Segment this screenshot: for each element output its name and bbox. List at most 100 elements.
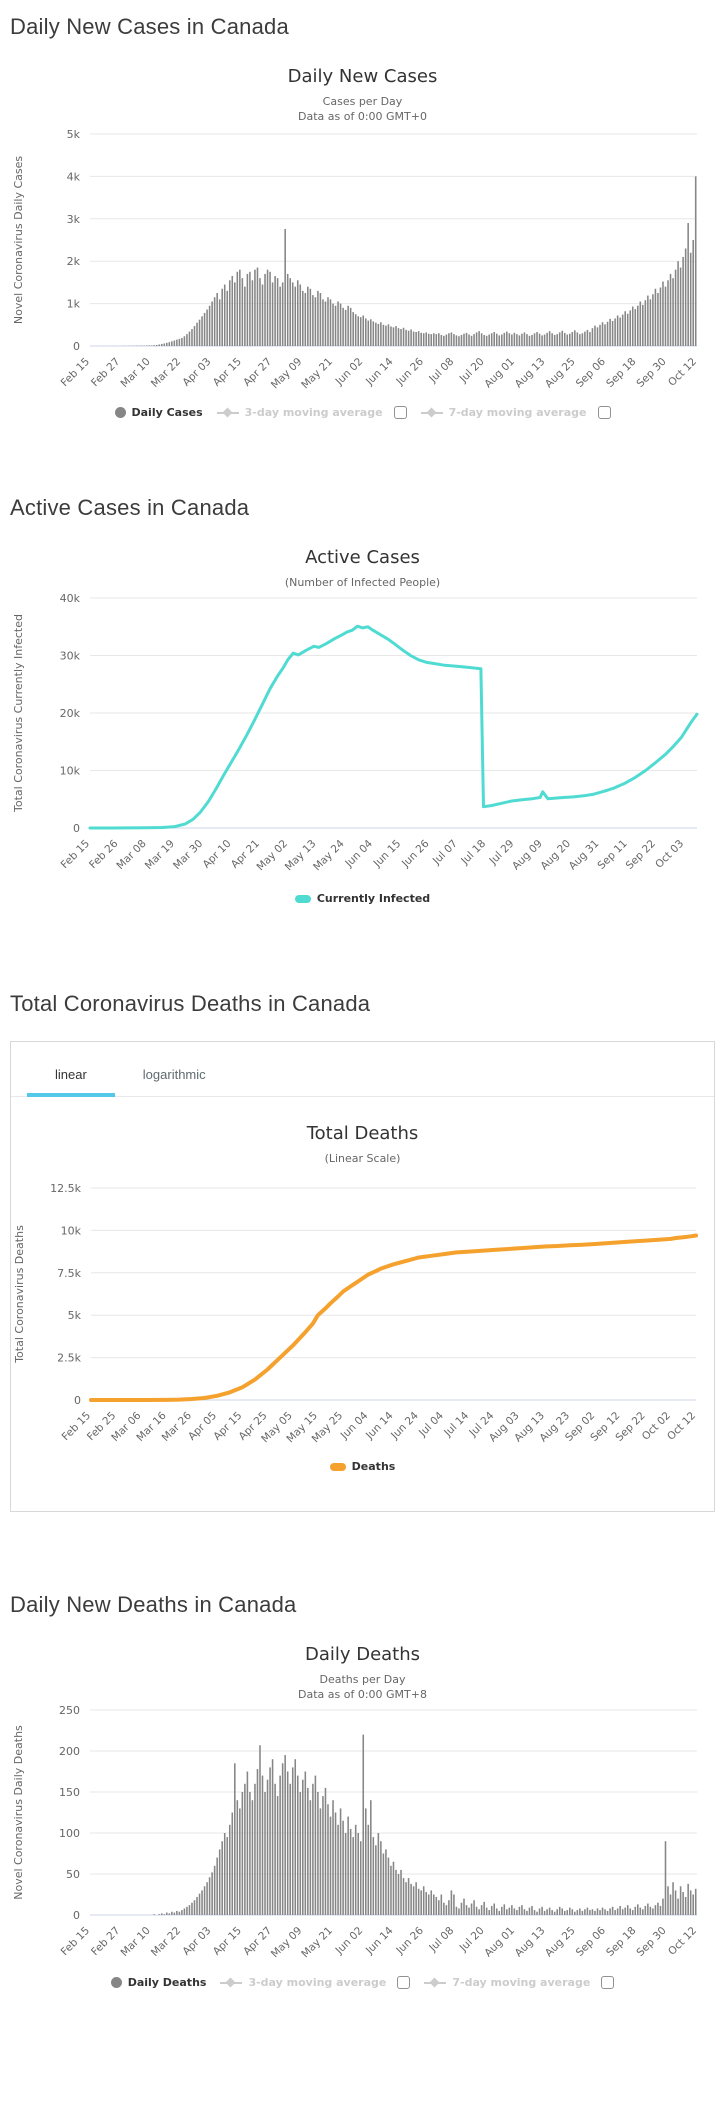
svg-text:Jun 26: Jun 26 xyxy=(393,355,426,388)
chart-subtitle-line1: Deaths per Day xyxy=(319,1673,406,1686)
svg-text:Jul 18: Jul 18 xyxy=(458,838,488,868)
svg-text:Jun 24: Jun 24 xyxy=(388,1409,421,1442)
svg-text:Jun 15: Jun 15 xyxy=(371,838,404,871)
svg-text:Sep 30: Sep 30 xyxy=(634,1925,668,1959)
svg-text:Jun 04: Jun 04 xyxy=(338,1409,371,1442)
svg-text:20k: 20k xyxy=(60,707,81,720)
section-heading-daily-deaths: Daily New Deaths in Canada xyxy=(10,1592,297,1617)
svg-text:Feb 15: Feb 15 xyxy=(59,838,92,871)
chart-subtitle-line2: Data as of 0:00 GMT+8 xyxy=(298,1688,427,1701)
active-cases-chart: Active Cases (Number of Infected People)… xyxy=(10,547,715,905)
legend-item-daily-cases[interactable]: Daily Cases xyxy=(114,406,203,419)
chart-subtitle: (Number of Infected People) xyxy=(10,575,715,590)
svg-text:Sep 22: Sep 22 xyxy=(624,838,658,872)
svg-text:May 09: May 09 xyxy=(269,1925,305,1961)
series-dot-icon xyxy=(110,1977,122,1988)
svg-text:Feb 15: Feb 15 xyxy=(59,1925,92,1958)
legend-label-disabled: 7-day moving average xyxy=(448,406,587,419)
chart-subtitle-line2: Data as of 0:00 GMT+0 xyxy=(298,110,427,123)
svg-text:Oct 12: Oct 12 xyxy=(666,1925,699,1958)
legend-label: Deaths xyxy=(351,1460,396,1473)
svg-text:0: 0 xyxy=(73,340,80,353)
svg-text:Feb 15: Feb 15 xyxy=(59,356,92,389)
svg-text:12.5k: 12.5k xyxy=(50,1182,81,1195)
svg-text:Jun 04: Jun 04 xyxy=(342,837,375,870)
daily-deaths-legend: Daily Deaths 3-day moving average 7-day … xyxy=(10,1976,715,1989)
legend-item-3day-avg[interactable]: 3-day moving average xyxy=(220,1976,411,1989)
svg-text:Oct 12: Oct 12 xyxy=(666,356,699,389)
svg-text:May 24: May 24 xyxy=(311,837,347,873)
total-deaths-legend: Deaths xyxy=(11,1460,714,1473)
svg-text:200: 200 xyxy=(59,1745,80,1758)
section-heading-daily-cases: Daily New Cases in Canada xyxy=(10,14,289,39)
section-heading-total-deaths: Total Coronavirus Deaths in Canada xyxy=(10,991,371,1016)
svg-text:Apr 03: Apr 03 xyxy=(180,1925,213,1958)
3day-avg-checkbox[interactable] xyxy=(397,1976,411,1989)
7day-avg-checkbox[interactable] xyxy=(597,406,611,419)
chart-title: Active Cases xyxy=(305,547,420,568)
svg-text:Jul 14: Jul 14 xyxy=(441,1409,471,1439)
legend-item-7day-avg[interactable]: 7-day moving average xyxy=(420,406,611,419)
tab-logarithmic[interactable]: logarithmic xyxy=(142,1067,206,1082)
legend-item-currently-infected[interactable]: Currently Infected xyxy=(294,892,430,905)
moving-average-line-icon xyxy=(216,408,239,418)
daily-deaths-plot: 0 50 100 150 200 250 Novel Coronavirus Daily D… xyxy=(12,1704,699,1961)
svg-text:Jun 02: Jun 02 xyxy=(333,356,366,389)
svg-text:Aug 09: Aug 09 xyxy=(510,838,545,873)
legend-label: Daily Deaths xyxy=(127,1976,207,1989)
legend-item-deaths[interactable]: Deaths xyxy=(329,1460,396,1473)
legend-item-daily-deaths[interactable]: Daily Deaths xyxy=(110,1976,207,1989)
daily-cases-chart: Daily New Cases Cases per Day Data as of… xyxy=(10,66,715,419)
3day-avg-checkbox[interactable] xyxy=(393,406,407,419)
svg-text:Mar 22: Mar 22 xyxy=(149,1925,183,1959)
active-cases-plot: 0 10k 20k 30k 40k Total Coronavirus Currently… xyxy=(12,592,699,873)
moving-average-line-icon xyxy=(424,1978,447,1988)
svg-text:7.5k: 7.5k xyxy=(57,1267,81,1280)
chart-subtitle-line1: (Linear Scale) xyxy=(324,1152,401,1165)
legend-item-7day-avg[interactable]: 7-day moving average xyxy=(424,1976,615,1989)
svg-text:Apr 15: Apr 15 xyxy=(211,1925,244,1958)
legend-label-disabled: 7-day moving average xyxy=(452,1976,591,1989)
chart-subtitle-line1: (Number of Infected People) xyxy=(284,576,441,589)
svg-text:Mar 22: Mar 22 xyxy=(149,356,183,390)
svg-text:Apr 03: Apr 03 xyxy=(180,356,213,389)
svg-text:Aug 25: Aug 25 xyxy=(543,356,578,391)
total-deaths-panel: linear logarithmic Total Deaths (Linear … xyxy=(10,1041,715,1512)
chart-subtitle-line1: Cases per Day xyxy=(322,95,403,108)
svg-text:Sep 11: Sep 11 xyxy=(595,838,629,872)
daily-deaths-chart: Daily Deaths Deaths per Day Data as of 0… xyxy=(10,1644,715,1989)
svg-text:Mar 10: Mar 10 xyxy=(119,1925,153,1959)
svg-text:Aug 13: Aug 13 xyxy=(513,1925,548,1960)
svg-text:5k: 5k xyxy=(68,1309,82,1322)
chart-subtitle: (Linear Scale) xyxy=(11,1151,714,1166)
chart-subtitle: Deaths per Day Data as of 0:00 GMT+8 xyxy=(10,1672,715,1702)
daily-cases-legend: Daily Cases 3-day moving average 7-day m… xyxy=(10,406,715,419)
svg-text:Jul 04: Jul 04 xyxy=(416,1409,446,1439)
svg-text:Oct 03: Oct 03 xyxy=(653,838,686,871)
moving-average-line-icon xyxy=(420,408,443,418)
svg-text:Jul 08: Jul 08 xyxy=(426,356,456,386)
svg-text:Aug 25: Aug 25 xyxy=(543,1925,578,1960)
svg-text:Total Coronavirus Deaths: Total Coronavirus Deaths xyxy=(13,1225,26,1364)
active-cases-legend: Currently Infected xyxy=(10,892,715,905)
tab-linear[interactable]: linear xyxy=(27,1058,115,1097)
svg-text:150: 150 xyxy=(59,1786,80,1799)
legend-label: Daily Cases xyxy=(131,406,203,419)
svg-text:Sep 18: Sep 18 xyxy=(604,1925,638,1959)
svg-text:Aug 01: Aug 01 xyxy=(482,1925,517,1960)
section-heading-active-cases: Active Cases in Canada xyxy=(10,495,250,520)
7day-avg-checkbox[interactable] xyxy=(601,1976,615,1989)
scale-tabs: linear logarithmic xyxy=(11,1042,714,1097)
svg-text:Sep 30: Sep 30 xyxy=(634,356,668,390)
svg-text:10k: 10k xyxy=(60,765,81,778)
svg-text:3k: 3k xyxy=(67,213,81,226)
svg-text:May 09: May 09 xyxy=(269,356,305,392)
series-line-icon xyxy=(329,1462,346,1471)
svg-text:50: 50 xyxy=(66,1868,80,1881)
svg-text:1k: 1k xyxy=(67,298,81,311)
legend-item-3day-avg[interactable]: 3-day moving average xyxy=(216,406,407,419)
svg-text:250: 250 xyxy=(59,1704,80,1717)
svg-text:2k: 2k xyxy=(67,255,81,268)
svg-text:Feb 26: Feb 26 xyxy=(87,837,121,871)
